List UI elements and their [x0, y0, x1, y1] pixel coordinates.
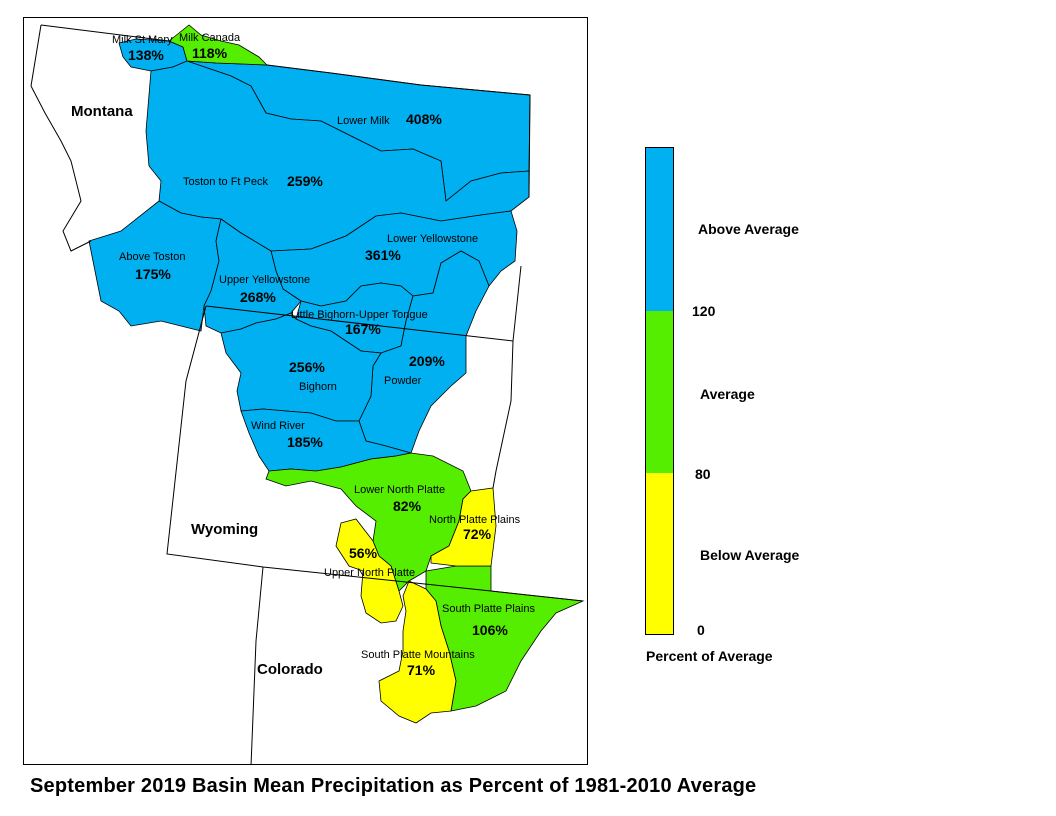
pct-little-bighorn-upper-tongue: 167% [345, 321, 381, 337]
label-upper-yellowstone: Upper Yellowstone [219, 274, 310, 286]
legend-swatch-average [646, 311, 673, 473]
pct-lower-north-platte: 82% [393, 498, 422, 514]
legend-label-below: Below Average [700, 547, 800, 563]
label-powder: Powder [384, 375, 422, 387]
state-label-wyoming: Wyoming [191, 521, 258, 538]
colorado-outline [250, 566, 584, 764]
legend-break-120: 120 [692, 303, 716, 319]
basin-upper-north-platte[interactable] [335, 518, 404, 624]
map: Montana Wyoming Colorado Milk St Mary 13… [30, 24, 585, 764]
basin-south-platte-mountains[interactable] [378, 580, 457, 724]
basin-milk-canada[interactable] [168, 24, 269, 66]
pct-north-platte-plains: 72% [463, 526, 492, 542]
pct-above-toston: 175% [135, 266, 171, 282]
wyoming-outline [166, 305, 514, 592]
legend-swatch-above [646, 148, 673, 311]
label-south-platte-mountains: South Platte Mountains [361, 649, 475, 661]
montana-outline [30, 24, 531, 342]
basin-north-platte-plains[interactable] [430, 487, 497, 567]
legend-label-average: Average [700, 386, 755, 402]
state-label-montana: Montana [71, 103, 133, 120]
pct-milk-st-mary: 138% [128, 47, 164, 63]
pct-south-platte-plains: 106% [472, 622, 508, 638]
label-bighorn: Bighorn [299, 381, 337, 393]
pct-lower-milk: 408% [406, 111, 442, 127]
label-wind-river: Wind River [251, 420, 305, 432]
label-toston-to-ft-peck: Toston to Ft Peck [183, 176, 268, 188]
label-south-platte-plains: South Platte Plains [442, 603, 535, 615]
pct-bighorn: 256% [289, 359, 325, 375]
label-lower-yellowstone: Lower Yellowstone [387, 233, 478, 245]
legend-title: Percent of Average [646, 648, 773, 664]
state-label-colorado: Colorado [257, 661, 323, 678]
pct-toston-to-ft-peck: 259% [287, 173, 323, 189]
label-milk-st-mary: Milk St Mary [112, 34, 173, 46]
pct-upper-north-platte: 56% [349, 545, 378, 561]
idaho-border [30, 24, 42, 87]
pct-milk-canada: 118% [192, 45, 228, 61]
map-title: September 2019 Basin Mean Precipitation … [30, 775, 757, 797]
label-upper-north-platte: Upper North Platte [324, 567, 415, 579]
label-little-bighorn-upper-tongue: Little Bighorn-Upper Tongue [291, 309, 428, 321]
legend-label-above: Above Average [698, 221, 799, 237]
map-frame: Montana Wyoming Colorado Milk St Mary 13… [23, 17, 588, 765]
label-above-toston: Above Toston [119, 251, 185, 263]
pct-lower-yellowstone: 361% [365, 247, 401, 263]
legend-break-80: 80 [695, 466, 711, 482]
legend-color-bar [645, 147, 674, 635]
label-lower-north-platte: Lower North Platte [354, 484, 445, 496]
state-line-mt-wy [205, 305, 514, 342]
pct-powder: 209% [409, 353, 445, 369]
label-north-platte-plains: North Platte Plains [429, 514, 521, 526]
label-milk-canada: Milk Canada [179, 32, 241, 44]
pct-south-platte-mountains: 71% [407, 662, 436, 678]
pct-upper-yellowstone: 268% [240, 289, 276, 305]
label-lower-milk: Lower Milk [337, 115, 390, 127]
pct-wind-river: 185% [287, 434, 323, 450]
legend-swatch-below [646, 473, 673, 634]
legend-break-0: 0 [697, 622, 705, 638]
